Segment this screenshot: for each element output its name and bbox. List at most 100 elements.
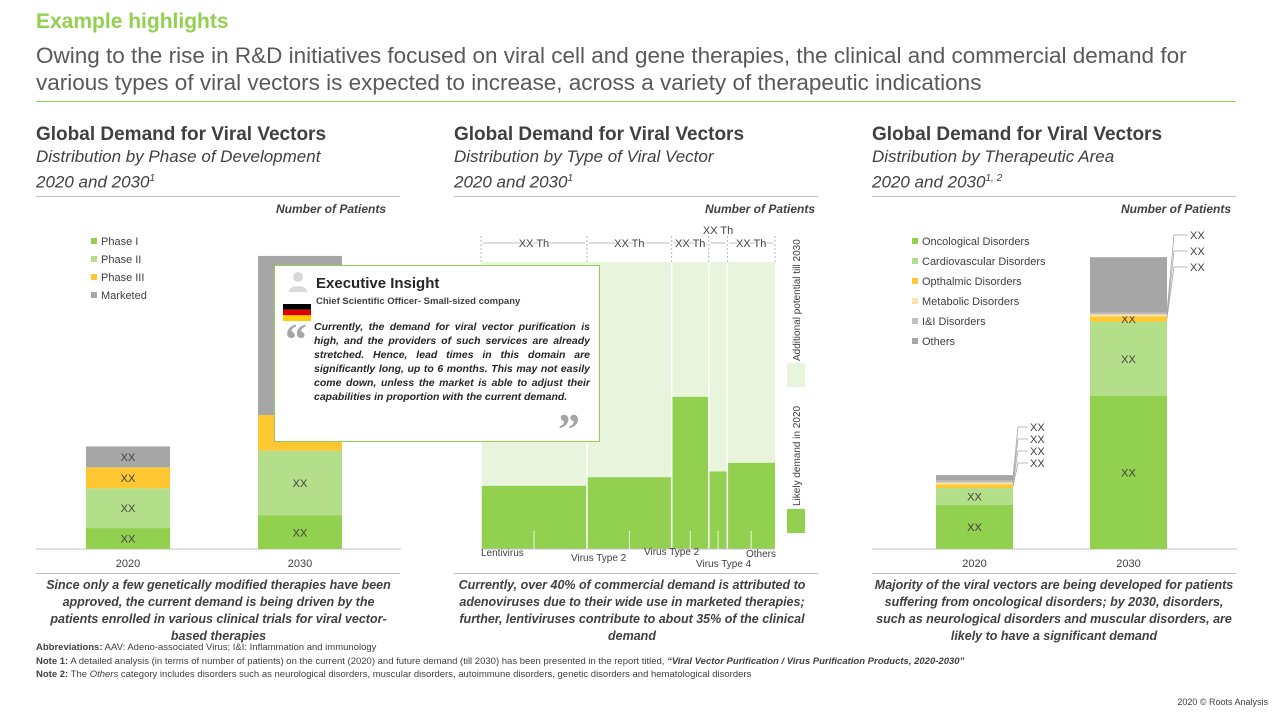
legend-label: Phase I bbox=[101, 236, 138, 248]
note-1-label: Note 1: bbox=[36, 656, 69, 667]
panel-2-summary-rule bbox=[454, 573, 818, 574]
category-label: Others bbox=[746, 549, 776, 560]
note-2-pre: The bbox=[68, 669, 90, 680]
page-subtitle: Owing to the rise in R&D initiatives foc… bbox=[36, 43, 1187, 95]
panel-3-years: 2020 and 20301, 2 bbox=[872, 168, 1237, 194]
panel-1-years: 2020 and 20301 bbox=[36, 168, 401, 194]
data-label: XX bbox=[967, 522, 982, 534]
person-icon bbox=[289, 272, 307, 292]
panel-1-summary: Since only a few genetically modified th… bbox=[46, 578, 391, 643]
callout-label: XX bbox=[1190, 230, 1205, 242]
panel-3-footnote-ref: 1, 2 bbox=[985, 173, 1003, 184]
abbreviations-note: Abbreviations: AAV: Adeno-associated Vir… bbox=[36, 642, 376, 653]
callout-line bbox=[1012, 450, 1028, 484]
bar-segment bbox=[936, 480, 1013, 483]
category-label: 2020 bbox=[116, 558, 140, 570]
category-label: Virus Type 2 bbox=[571, 553, 627, 564]
note-1-text: A detailed analysis (in terms of number … bbox=[68, 656, 668, 667]
legend-label: Phase III bbox=[101, 272, 144, 284]
copyright: 2020 © Roots Analysis bbox=[1177, 697, 1268, 707]
insight-quote: Currently, the demand for viral vector p… bbox=[314, 321, 590, 403]
legend-swatch-likely bbox=[787, 509, 805, 533]
bar-segment bbox=[86, 467, 170, 489]
panel-2-title: Global Demand for Viral Vectors bbox=[454, 124, 745, 145]
legend-swatch bbox=[912, 258, 918, 264]
panel-1-subtitle: Distribution by Phase of Development bbox=[36, 147, 321, 166]
callout-line bbox=[1012, 438, 1028, 481]
bar-segment bbox=[1090, 257, 1167, 313]
legend-label: Metabolic Disorders bbox=[922, 296, 1020, 308]
insight-role: Chief Scientific Officer- Small-sized co… bbox=[316, 296, 521, 307]
bar-segment bbox=[936, 488, 1013, 505]
callout-line bbox=[1012, 426, 1028, 478]
legend-swatch bbox=[912, 238, 918, 244]
callout-line bbox=[1166, 266, 1188, 319]
callout-label: XX bbox=[1030, 446, 1045, 458]
bar-segment bbox=[936, 482, 1013, 485]
executive-insight-box: Executive Insight Chief Scientific Offic… bbox=[274, 265, 600, 454]
panel-3-subtitle: Distribution by Therapeutic Area bbox=[872, 147, 1115, 166]
panel-1-title: Global Demand for Viral Vectors bbox=[36, 124, 327, 145]
note-2-text: category includes disorders such as neur… bbox=[118, 669, 752, 680]
open-quote-icon: “ bbox=[285, 315, 307, 364]
data-label: XX bbox=[121, 452, 136, 464]
insight-title: Executive Insight bbox=[316, 275, 440, 292]
bar-segment bbox=[1090, 321, 1167, 396]
panel-1-heading: Global Demand for Viral Vectors Distribu… bbox=[36, 124, 401, 194]
note-2: Note 2: The Others category includes dis… bbox=[36, 669, 751, 680]
callout-line bbox=[1166, 250, 1188, 316]
legend-swatch bbox=[91, 292, 97, 298]
width-label: XX Th bbox=[675, 238, 705, 250]
callout-line bbox=[1166, 234, 1188, 313]
legend-label: Opthalmic Disorders bbox=[922, 276, 1022, 288]
note-2-others: Others bbox=[89, 669, 119, 680]
data-label: XX bbox=[293, 527, 308, 539]
panel-1-axis-label: Number of Patients bbox=[275, 202, 386, 216]
panel-3-rule bbox=[872, 196, 1236, 197]
panel-2-heading: Global Demand for Viral Vectors Distribu… bbox=[454, 124, 819, 194]
width-label: XX Th bbox=[614, 238, 644, 250]
panel-1-years-text: 2020 and 2030 bbox=[36, 172, 150, 192]
data-label: XX bbox=[1121, 314, 1136, 326]
category-label: Virus Type 2 bbox=[644, 547, 700, 558]
callout-label: XX bbox=[1190, 246, 1205, 258]
data-label: XX bbox=[121, 503, 136, 515]
legend-swatch bbox=[91, 238, 97, 244]
legend-label: I&I Disorders bbox=[922, 316, 986, 328]
panel-3-heading: Global Demand for Viral Vectors Distribu… bbox=[872, 124, 1237, 194]
category-label: 2030 bbox=[1116, 558, 1140, 570]
bar-segment bbox=[1090, 312, 1167, 315]
panel-1-footnote-ref: 1 bbox=[149, 173, 156, 184]
bar-segment bbox=[86, 488, 170, 529]
bar-segment bbox=[936, 475, 1013, 481]
category-label: 2030 bbox=[288, 558, 312, 570]
legend-label: Marketed bbox=[101, 290, 147, 302]
category-label: Lentivirus bbox=[481, 548, 524, 559]
likely-demand-bar bbox=[671, 396, 709, 549]
bar-segment bbox=[86, 528, 170, 549]
legend-swatch-additional bbox=[787, 363, 805, 387]
callout-label: XX bbox=[1030, 458, 1045, 470]
data-label: XX bbox=[121, 534, 136, 546]
callout-line bbox=[1012, 462, 1028, 487]
bar-segment bbox=[258, 515, 342, 549]
bar-segment bbox=[936, 504, 1013, 549]
panel-1-rule bbox=[36, 196, 400, 197]
legend-swatch bbox=[912, 318, 918, 324]
panel-3-title: Global Demand for Viral Vectors bbox=[872, 124, 1163, 145]
data-label: XX bbox=[293, 478, 308, 490]
bar-segment bbox=[1090, 395, 1167, 549]
data-label: XX bbox=[1121, 467, 1136, 479]
abbrev-label: Abbreviations: bbox=[36, 642, 103, 653]
abbrev-text: AAV: Adeno-associated Virus; I&I: Inflam… bbox=[102, 642, 377, 653]
panel-2-years: 2020 and 20301 bbox=[454, 168, 819, 194]
panel-3-years-text: 2020 and 2030 bbox=[872, 172, 986, 192]
legend-label: Cardiovascular Disorders bbox=[922, 256, 1046, 268]
width-label: XX Th bbox=[519, 238, 549, 250]
panel-3-summary-rule bbox=[872, 573, 1236, 574]
bar-segment bbox=[258, 450, 342, 516]
legend-label: Others bbox=[922, 336, 956, 348]
legend-label-likely: Likely demand in 2020 bbox=[792, 405, 803, 506]
legend-swatch bbox=[912, 298, 918, 304]
